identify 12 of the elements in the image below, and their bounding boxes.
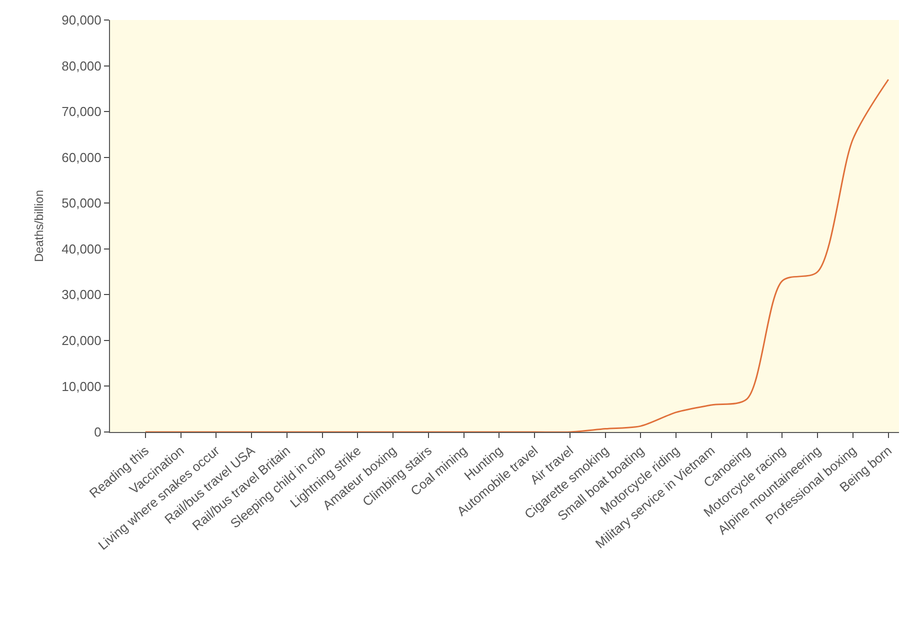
- y-tick-label: 0: [94, 424, 102, 440]
- y-tick-label: 80,000: [62, 58, 102, 74]
- y-tick-label: 90,000: [62, 12, 102, 28]
- y-tick-label: 70,000: [62, 104, 102, 120]
- y-tick-label: 20,000: [62, 332, 102, 348]
- line-series: [144, 78, 890, 432]
- y-axis-title: Deaths/billion: [32, 190, 46, 262]
- y-tick-label: 40,000: [62, 241, 102, 256]
- y-tick-label: 50,000: [62, 196, 102, 211]
- y-tick-label: 60,000: [62, 150, 102, 165]
- y-tick-label: 10,000: [62, 378, 102, 394]
- y-tick-label: 30,000: [62, 287, 102, 302]
